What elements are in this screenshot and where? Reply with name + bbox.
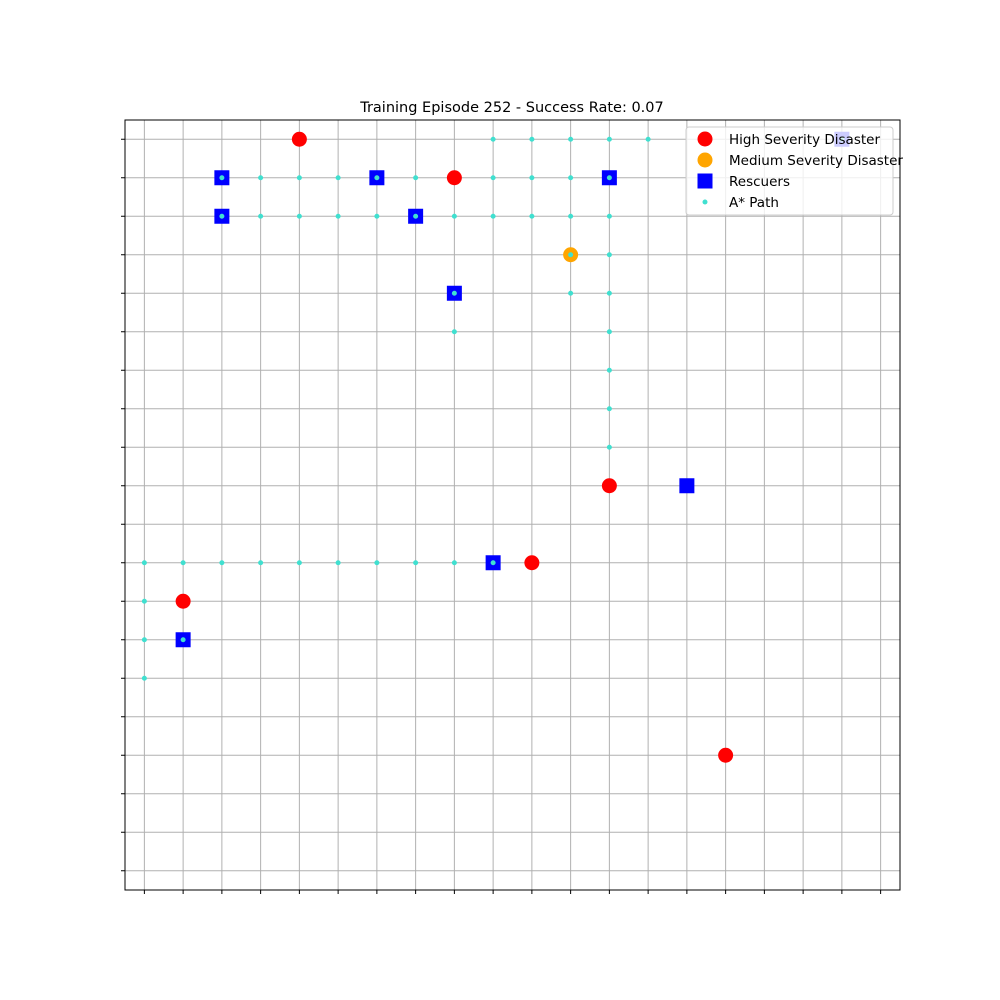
path-point — [219, 560, 225, 566]
path-point — [606, 175, 612, 181]
path-point — [141, 637, 147, 643]
legend-entries: High Severity Disaster Medium Severity Di… — [697, 131, 903, 211]
path-point — [451, 560, 457, 566]
path-point — [141, 560, 147, 566]
path-point — [606, 252, 612, 258]
path-point — [451, 329, 457, 335]
path-point — [606, 329, 612, 335]
path-point — [219, 213, 225, 219]
path-point — [529, 175, 535, 181]
legend-label: A* Path — [729, 195, 779, 211]
legend-label: Medium Severity Disaster — [729, 153, 903, 169]
path-point — [413, 560, 419, 566]
path-point — [568, 213, 574, 219]
path-point — [335, 175, 341, 181]
path-point — [451, 290, 457, 296]
path-point — [413, 175, 419, 181]
path-point — [606, 136, 612, 142]
path-point — [141, 675, 147, 681]
path-point — [606, 213, 612, 219]
legend-marker — [697, 173, 713, 189]
path-point — [335, 213, 341, 219]
path-point — [374, 175, 380, 181]
plot-area-frame — [124, 119, 901, 891]
path-point — [490, 213, 496, 219]
path-point — [606, 444, 612, 450]
path-point — [645, 136, 651, 142]
high-disaster-marker — [601, 478, 617, 494]
path-point — [529, 136, 535, 142]
path-point — [296, 175, 302, 181]
path-point — [413, 213, 419, 219]
path-point — [568, 290, 574, 296]
path-point — [568, 175, 574, 181]
path-point — [219, 175, 225, 181]
path-point — [490, 560, 496, 566]
legend-label: High Severity Disaster — [729, 132, 880, 148]
path-point — [258, 560, 264, 566]
path-point — [490, 175, 496, 181]
high-disaster-marker — [524, 555, 540, 571]
path-point — [451, 213, 457, 219]
plot-marks — [141, 131, 850, 763]
legend-marker — [697, 131, 713, 147]
path-point — [296, 560, 302, 566]
legend-label: Rescuers — [729, 174, 790, 190]
high-disaster-marker — [175, 593, 191, 609]
path-point — [335, 560, 341, 566]
legend-marker — [702, 199, 708, 205]
legend-box — [685, 126, 894, 216]
path-point — [296, 213, 302, 219]
high-disaster-marker — [291, 131, 307, 147]
legend-marker — [697, 152, 713, 168]
path-point — [606, 406, 612, 412]
path-point — [180, 560, 186, 566]
path-point — [258, 175, 264, 181]
path-point — [180, 637, 186, 643]
high-disaster-marker — [446, 170, 462, 186]
path-point — [374, 560, 380, 566]
high-disaster-marker — [718, 747, 734, 763]
path-point — [490, 136, 496, 142]
path-point — [141, 598, 147, 604]
path-point — [606, 290, 612, 296]
axis-ticks — [121, 138, 882, 894]
chart-title: Training Episode 252 - Success Rate: 0.0… — [359, 100, 664, 116]
grid — [125, 120, 900, 890]
path-point — [529, 213, 535, 219]
rescuer-marker — [679, 478, 695, 494]
path-point — [606, 367, 612, 373]
path-point — [374, 213, 380, 219]
path-point — [568, 136, 574, 142]
legend: High Severity Disaster Medium Severity Di… — [685, 126, 903, 216]
path-point — [258, 213, 264, 219]
path-point — [568, 252, 574, 258]
